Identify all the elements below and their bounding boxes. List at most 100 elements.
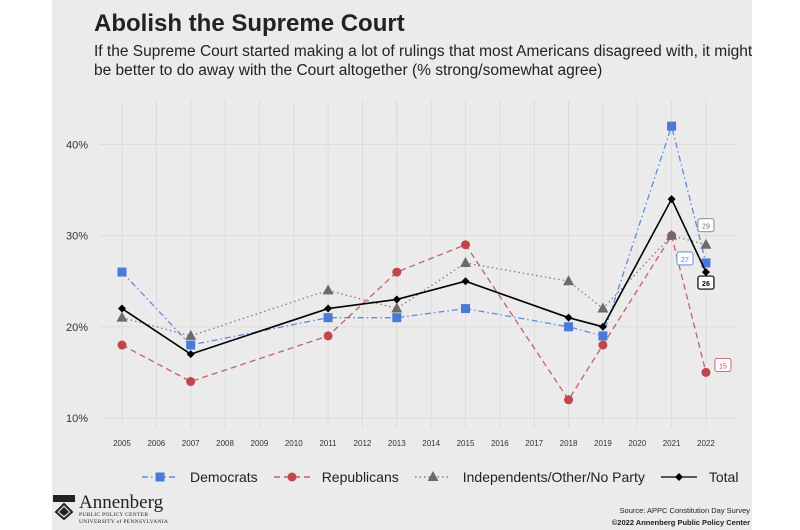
x-tick-label: 2019 xyxy=(594,439,612,448)
y-tick-label: 40% xyxy=(66,139,88,151)
data-point xyxy=(701,367,711,377)
source-note: Source: APPC Constitution Day Survey ©20… xyxy=(612,505,750,529)
legend-key xyxy=(273,472,310,482)
data-point xyxy=(666,229,678,240)
end-label: 26 xyxy=(697,275,715,290)
x-tick-label: 2020 xyxy=(628,439,646,448)
data-point xyxy=(186,350,195,359)
x-tick-label: 2014 xyxy=(422,439,440,448)
data-point xyxy=(461,240,470,250)
data-point xyxy=(118,304,126,313)
end-label-text: 26 xyxy=(702,281,710,288)
x-tick-label: 2008 xyxy=(216,439,234,448)
x-tick-label: 2012 xyxy=(354,439,372,448)
y-tick-label: 30% xyxy=(66,231,88,243)
data-point xyxy=(460,256,471,267)
data-point xyxy=(563,275,575,286)
x-tick-label: 2010 xyxy=(285,439,303,448)
data-point xyxy=(461,277,470,286)
legend-marker xyxy=(674,473,683,481)
legend-item: Republicans xyxy=(272,469,399,485)
legend-key xyxy=(414,471,451,481)
x-tick-label: 2009 xyxy=(251,439,269,448)
data-point xyxy=(667,121,677,131)
x-tick-label: 2005 xyxy=(113,439,131,448)
x-tick-label: 2015 xyxy=(457,439,475,448)
end-label-box xyxy=(676,251,694,266)
end-label-text: 27 xyxy=(681,257,689,264)
data-point xyxy=(701,268,710,277)
x-tick-label: 2016 xyxy=(491,439,509,448)
data-point xyxy=(392,267,402,277)
x-tick-label: 2022 xyxy=(697,439,715,448)
logo-name: Annenberg xyxy=(79,492,164,513)
data-point xyxy=(564,322,574,332)
legend-label: Democrats xyxy=(190,469,258,485)
end-label: 15 xyxy=(714,357,732,372)
legend-label: Independents/Other/No Party xyxy=(462,469,645,485)
legend-item: Democrats xyxy=(140,469,258,485)
legend-marker xyxy=(427,471,439,481)
legend-label: Total xyxy=(708,469,739,485)
data-point xyxy=(186,340,196,350)
data-point xyxy=(597,302,609,313)
series-line xyxy=(121,234,707,337)
data-point xyxy=(701,258,711,268)
series-total xyxy=(118,195,710,359)
data-point xyxy=(185,329,197,340)
data-point xyxy=(324,304,333,313)
series-independents-other-no-party xyxy=(116,229,712,340)
x-tick-label: 2021 xyxy=(663,439,681,448)
data-point xyxy=(323,313,333,323)
data-point xyxy=(598,331,608,341)
series-line xyxy=(121,233,707,401)
copyright-text: ©2022 Annenberg Public Policy Center xyxy=(611,518,750,527)
legend-key xyxy=(142,472,178,482)
series-republicans xyxy=(117,231,711,405)
chart-title: Abolish the Supreme Court xyxy=(94,10,405,37)
series-line xyxy=(121,197,707,356)
x-tick-label: 2017 xyxy=(525,439,543,448)
data-point xyxy=(564,395,574,405)
end-label-box xyxy=(697,218,715,233)
data-point xyxy=(461,304,470,314)
x-tick-label: 2018 xyxy=(560,439,578,448)
logo-line1: PUBLIC POLICY CENTER xyxy=(79,512,149,518)
source-text: Source: APPC Constitution Day Survey xyxy=(619,506,750,515)
annenberg-logo: Annenberg PUBLIC POLICY CENTER UNIVERSIT… xyxy=(52,492,169,526)
series-democrats xyxy=(117,121,711,350)
legend-key xyxy=(660,473,697,481)
legend-marker xyxy=(287,472,297,482)
legend-label: Republicans xyxy=(321,469,399,485)
data-point xyxy=(117,267,127,277)
data-point xyxy=(667,195,676,204)
y-tick-label: 20% xyxy=(66,322,88,334)
end-label-box xyxy=(714,357,732,372)
end-label-text: 15 xyxy=(719,363,727,370)
chart-subtitle: If the Supreme Court started making a lo… xyxy=(94,43,753,79)
legend-item: Total xyxy=(659,469,739,485)
end-label-text: 29 xyxy=(702,224,710,231)
end-label-box xyxy=(697,275,715,290)
data-point xyxy=(117,340,127,350)
data-point xyxy=(598,340,608,350)
x-tick-label: 2007 xyxy=(182,439,200,448)
logo-line2: UNIVERSITY of PENNSYLVANIA xyxy=(79,519,169,525)
data-point xyxy=(323,331,333,341)
data-point xyxy=(392,295,401,304)
data-point xyxy=(700,238,712,249)
data-point xyxy=(564,313,573,322)
data-point xyxy=(392,313,402,323)
data-point xyxy=(598,322,607,331)
data-point xyxy=(186,377,196,387)
x-tick-label: 2011 xyxy=(319,439,337,448)
x-tick-label: 2013 xyxy=(388,439,406,448)
y-tick-label: 10% xyxy=(66,413,88,425)
data-point xyxy=(322,284,334,295)
legend-marker xyxy=(155,472,165,482)
shield-icon xyxy=(53,495,75,520)
x-tick-label: 2006 xyxy=(147,439,165,448)
data-point xyxy=(116,311,128,322)
